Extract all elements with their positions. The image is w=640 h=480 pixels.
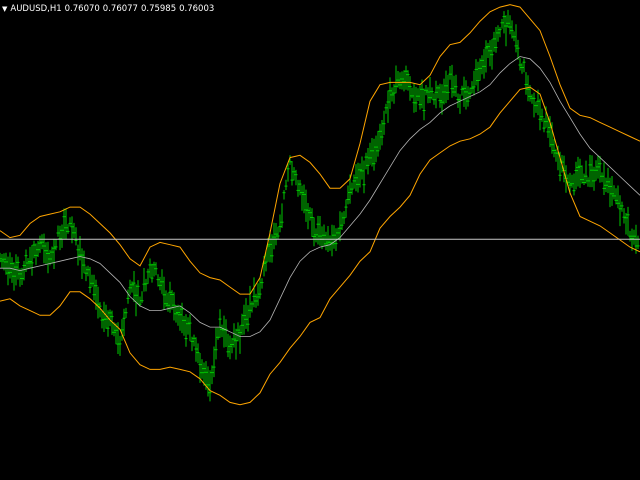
symbol-label: AUDUSD,H1 — [10, 4, 62, 14]
ohlc-values: 0.76070 0.76077 0.75985 0.76003 — [65, 4, 215, 14]
close-value: 0.76003 — [179, 4, 215, 14]
upper-band-line — [0, 4, 640, 295]
chart-header: ▼ AUDUSD,H1 0.76070 0.76077 0.75985 0.76… — [2, 2, 214, 16]
low-value: 0.75985 — [140, 4, 177, 14]
triangle-down-icon: ▼ — [2, 4, 8, 13]
high-value: 0.76077 — [102, 4, 138, 14]
candles-layer — [0, 9, 640, 402]
middle-band-line — [0, 56, 640, 337]
open-value: 0.76070 — [64, 4, 100, 14]
lower-band-line — [0, 86, 640, 406]
